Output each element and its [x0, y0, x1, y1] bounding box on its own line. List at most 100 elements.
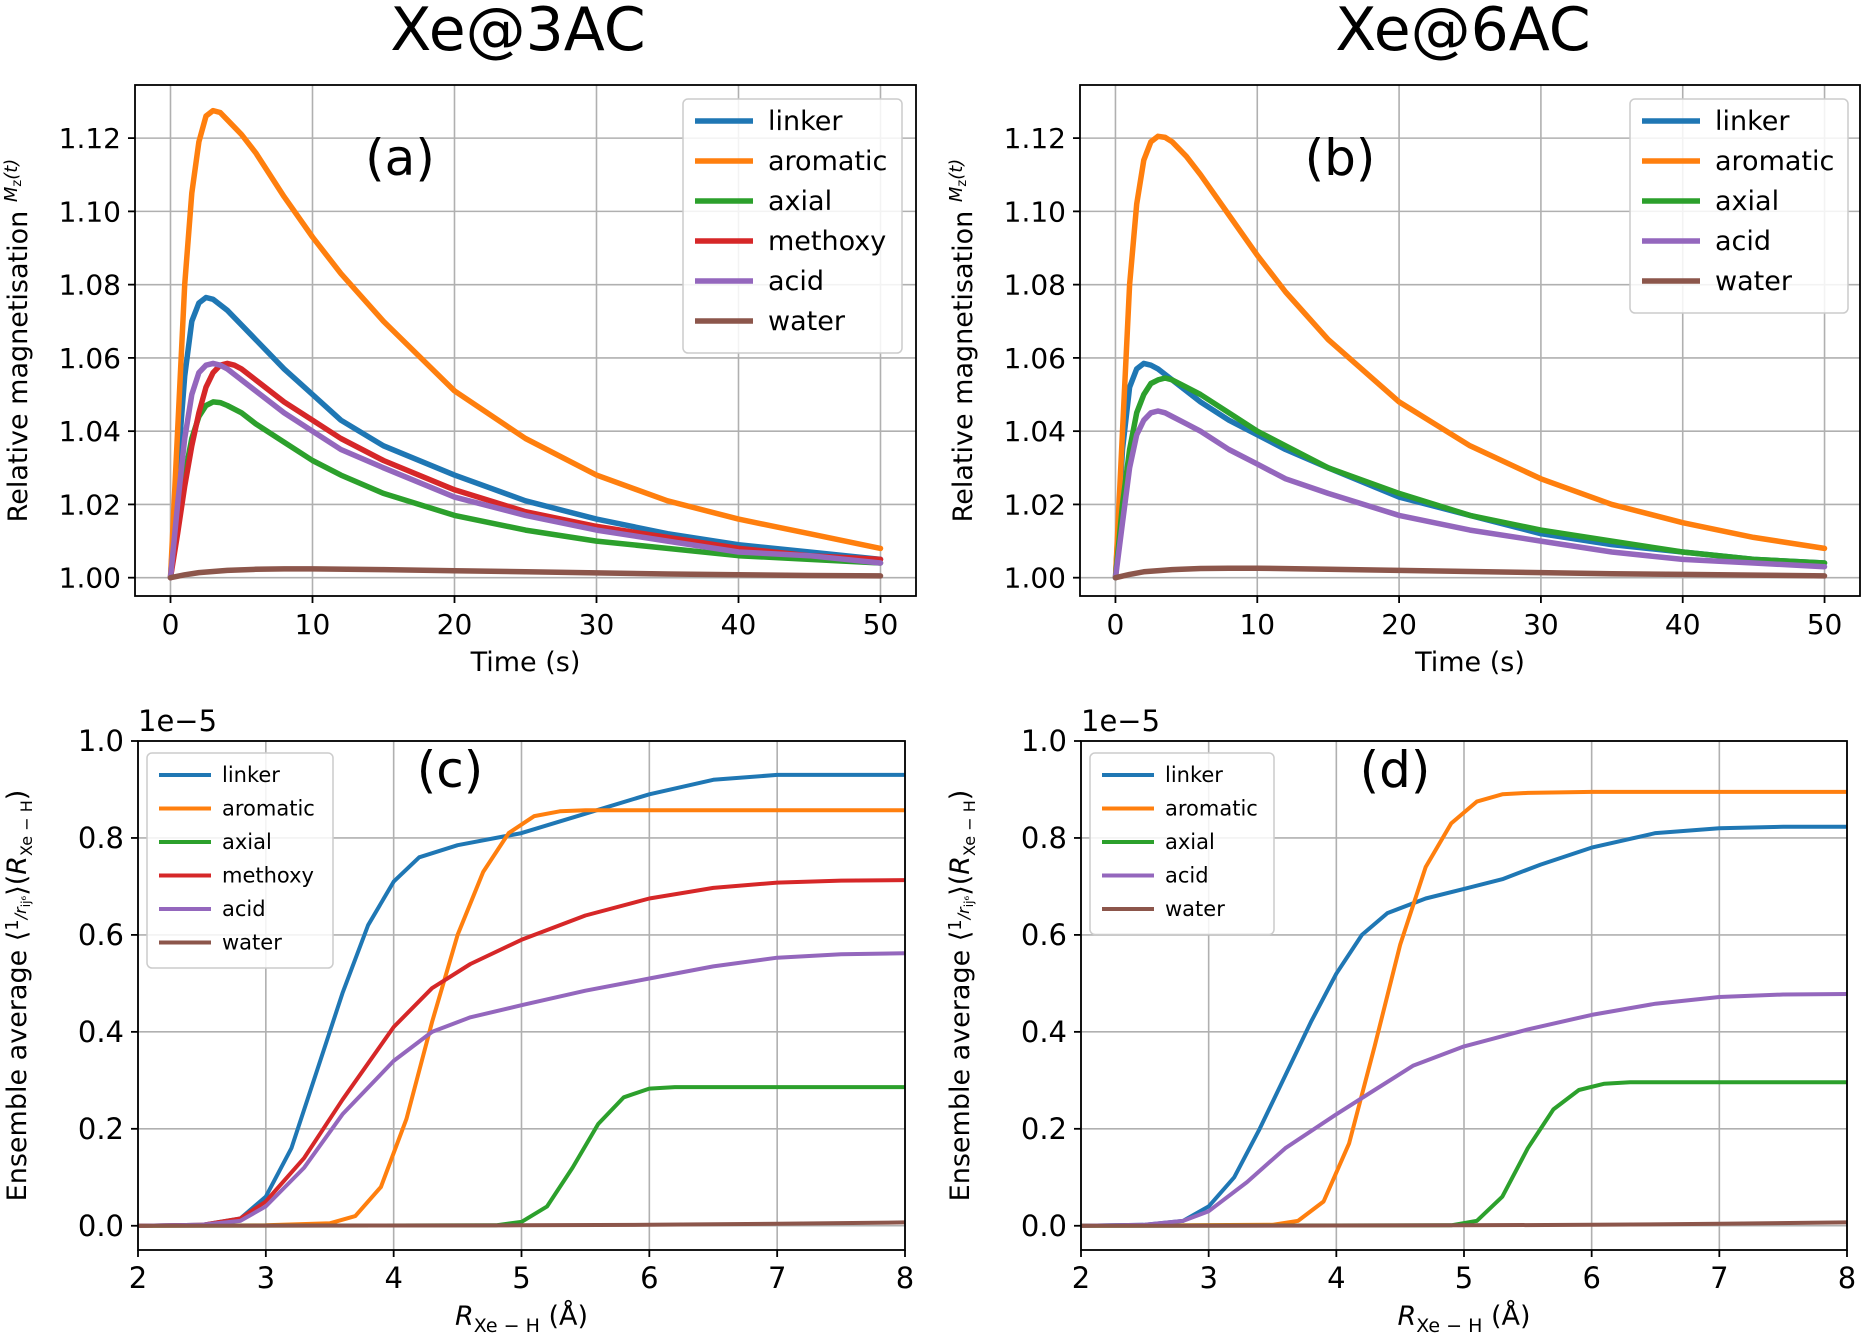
- y-tick-label: 0.8: [1021, 821, 1067, 855]
- legend: linker aromatic axial methoxy acid water: [682, 98, 903, 354]
- x-tick-label: 0: [162, 608, 180, 641]
- x-tick-label: 6: [640, 1261, 658, 1295]
- legend-label-aromatic: aromatic: [1165, 797, 1258, 821]
- y-tick-label: 0.4: [78, 1015, 124, 1049]
- legend-label-methoxy: methoxy: [768, 226, 886, 257]
- x-axis-label: RXe − H (Å): [1397, 1300, 1530, 1337]
- series-line-linker: [1081, 824, 1847, 1228]
- series-line-aromatic: [1081, 789, 1847, 1228]
- series-line-methoxy: [138, 878, 905, 1228]
- axes-frame: [134, 84, 917, 597]
- legend-box: [1629, 98, 1849, 314]
- legend-label-water: water: [222, 931, 282, 955]
- legend-label-aromatic: aromatic: [222, 797, 315, 821]
- series-line-axial: [1081, 1080, 1847, 1228]
- panel-label: (c): [417, 741, 484, 799]
- series-line-water: [138, 1220, 905, 1228]
- legend-label-aromatic: aromatic: [1715, 146, 1834, 177]
- x-tick-label: 5: [1455, 1261, 1473, 1295]
- chart-panel-b: 0 10 20 30 40 50 1.00 1.02 1.04 1.06 1.08 1.10 1.12 T…: [946, 84, 1861, 678]
- legend: linker aromatic axial acid water: [1629, 98, 1849, 314]
- series-line-acid: [167, 360, 884, 581]
- legend-label-axial: axial: [222, 830, 272, 854]
- chart-panel-a: 0 10 20 30 40 50 1.00 1.02 1.04 1.06 1.08 1.10 1.12 T…: [1, 84, 917, 678]
- legend-label-water: water: [1165, 897, 1225, 921]
- x-tick-label: 0: [1107, 608, 1125, 641]
- x-tick-label: 8: [896, 1261, 914, 1295]
- series-line-axial: [138, 1085, 905, 1228]
- y-tick-label: 1.0: [1021, 724, 1067, 758]
- y-tick-label: 1.04: [59, 415, 121, 448]
- y-tick-label: 1.12: [59, 122, 121, 155]
- y-tick-label: 1.06: [1004, 342, 1066, 375]
- axes-frame: [1079, 84, 1861, 597]
- series-line-aromatic: [167, 107, 884, 581]
- x-tick-label: 8: [1838, 1261, 1856, 1295]
- x-tick-label: 40: [1665, 608, 1701, 641]
- series-line-acid: [1112, 408, 1828, 581]
- legend-label-acid: acid: [1715, 226, 1771, 257]
- legend-label-linker: linker: [1715, 106, 1790, 137]
- series-line-water: [167, 566, 884, 581]
- x-tick-label: 50: [1807, 608, 1843, 641]
- series-line-methoxy: [167, 360, 884, 581]
- x-tick-label: 20: [437, 608, 473, 641]
- x-tick-label: 50: [863, 608, 899, 641]
- series-line-acid: [1081, 992, 1847, 1228]
- legend: linker aromatic axial methoxy acid water: [146, 752, 334, 969]
- legend-label-axial: axial: [1165, 830, 1215, 854]
- x-tick-label: 2: [1072, 1261, 1090, 1295]
- y-tick-label: 1.12: [1004, 122, 1066, 155]
- legend-label-water: water: [768, 306, 846, 337]
- x-tick-label: 6: [1582, 1261, 1600, 1295]
- y-tick-label: 0.6: [1021, 918, 1067, 952]
- y-axis-label: Relative magnetisation Mz(t): [1, 159, 34, 523]
- legend-box: [1089, 752, 1275, 936]
- series-line-aromatic: [1112, 133, 1828, 581]
- x-tick-label: 5: [512, 1261, 530, 1295]
- y-tick-label: 1.0: [78, 724, 124, 758]
- column-title-left: Xe@3AC: [390, 0, 646, 65]
- series-line-axial: [1112, 375, 1828, 581]
- x-tick-label: 7: [768, 1261, 786, 1295]
- column-title-right: Xe@6AC: [1335, 0, 1591, 65]
- panel-label: (d): [1360, 741, 1431, 799]
- x-axis-label: RXe − H (Å): [455, 1300, 588, 1337]
- x-tick-label: 4: [1327, 1261, 1345, 1295]
- chart-panel-d: 2 3 4 5 6 7 8 0.0 0.2 0.4 0.6 0.8 1.0 1e−5 RXe − H (Å)…: [945, 704, 1856, 1337]
- x-tick-label: 10: [1239, 608, 1275, 641]
- x-tick-label: 30: [579, 608, 615, 641]
- series-line-acid: [138, 951, 905, 1228]
- series-line-linker: [138, 772, 905, 1228]
- legend-label-water: water: [1715, 266, 1793, 297]
- y-tick-label: 0.8: [78, 821, 124, 855]
- y-tick-label: 0.4: [1021, 1015, 1067, 1049]
- legend-label-linker: linker: [222, 763, 280, 787]
- x-tick-label: 3: [257, 1261, 275, 1295]
- y-tick-label: 1.06: [59, 342, 121, 375]
- x-axis-label: Time (s): [1414, 647, 1525, 678]
- legend: linker aromatic axial acid water: [1089, 752, 1275, 936]
- x-tick-label: 2: [129, 1261, 147, 1295]
- legend-label-aromatic: aromatic: [768, 146, 887, 177]
- legend-label-linker: linker: [1165, 763, 1223, 787]
- series-line-water: [1081, 1220, 1847, 1228]
- x-axis-label: Time (s): [470, 647, 581, 678]
- y-tick-label: 0.0: [78, 1209, 124, 1243]
- legend-label-axial: axial: [768, 186, 832, 217]
- legend-label-linker: linker: [768, 106, 843, 137]
- panel-label: (b): [1305, 129, 1376, 187]
- x-tick-label: 10: [295, 608, 331, 641]
- panel-label: (a): [365, 129, 435, 187]
- y-tick-label: 1.08: [1004, 269, 1066, 302]
- series-line-linker: [1112, 360, 1828, 581]
- x-tick-label: 20: [1381, 608, 1417, 641]
- y-tick-label: 1.00: [59, 562, 121, 595]
- y-tick-label: 1.10: [59, 195, 121, 228]
- y-offset-text: 1e−5: [1081, 704, 1160, 738]
- series-line-water: [1112, 565, 1828, 581]
- y-tick-label: 0.2: [1021, 1112, 1067, 1146]
- y-tick-label: 1.02: [59, 488, 121, 521]
- y-tick-label: 0.6: [78, 918, 124, 952]
